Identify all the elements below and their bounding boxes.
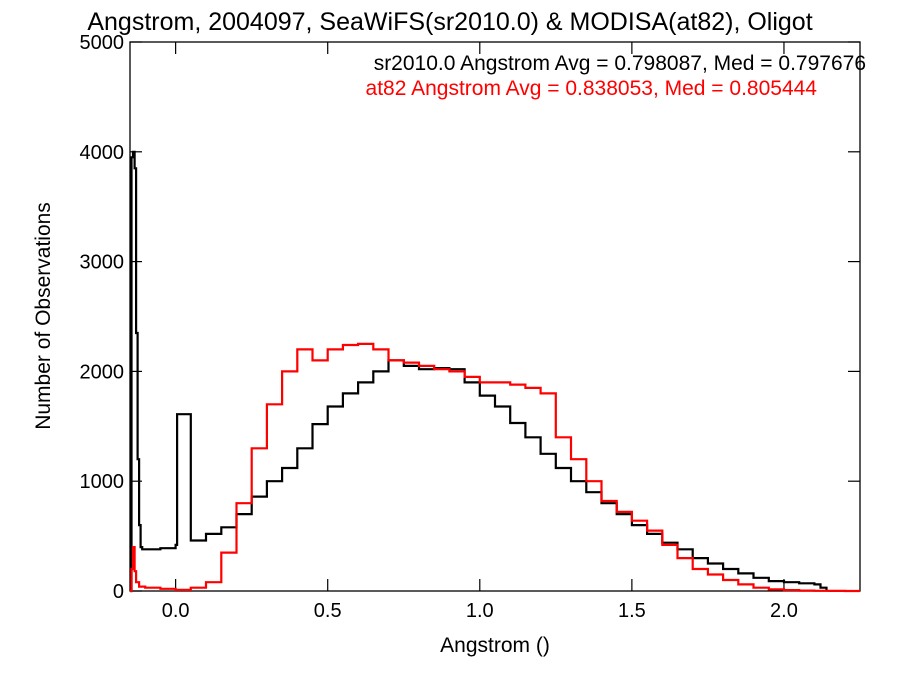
sr2010-histogram-line [130, 150, 828, 593]
y-tick-label: 2000 [80, 361, 125, 383]
y-tick-label: 1000 [80, 471, 125, 493]
plot-series [130, 150, 860, 593]
y-axis: 0 1000 2000 3000 4000 5000 [80, 32, 860, 603]
plot-frame [129, 41, 861, 592]
y-tick-label: 3000 [80, 252, 125, 274]
annotation-at82: at82 Angstrom Avg = 0.838053, Med = 0.80… [366, 77, 818, 100]
y-tick-label: 5000 [80, 32, 125, 54]
x-axis-label: Angstrom () [440, 634, 550, 657]
x-tick-label: 0.5 [314, 600, 342, 622]
x-tick-label: 2.0 [770, 600, 798, 622]
x-tick-label: 0.0 [162, 600, 190, 622]
x-axis: 0.0 0.5 1.0 1.5 2.0 [162, 42, 798, 622]
x-tick-label: 1.5 [618, 600, 646, 622]
y-axis-label: Number of Observations [32, 202, 55, 430]
y-tick-label: 0 [113, 581, 124, 603]
chart-title: Angstrom, 2004097, SeaWiFS(sr2010.0) & M… [87, 8, 812, 36]
x-tick-label: 1.0 [466, 600, 494, 622]
annotation-sr2010: sr2010.0 Angstrom Avg = 0.798087, Med = … [374, 52, 866, 75]
y-tick-label: 4000 [80, 142, 125, 164]
at82-histogram-line [130, 342, 860, 593]
